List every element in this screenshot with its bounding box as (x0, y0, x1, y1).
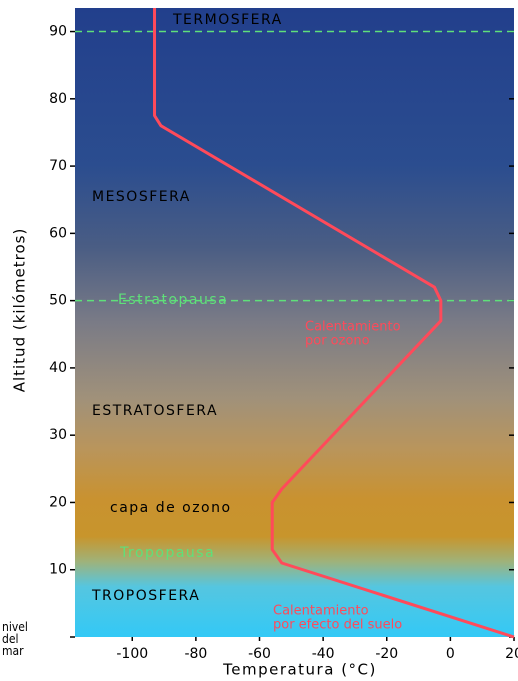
x-tick-label: 20 (505, 646, 518, 662)
y-axis-label: Altitud (kilómetros) (11, 228, 29, 393)
y-tick-label: 80 (49, 91, 67, 107)
x-tick-label: -80 (184, 646, 207, 662)
annotation: por efecto del suelo (273, 618, 402, 633)
annotation: MESOSFERA (92, 189, 191, 205)
annotation: Estratopausa (118, 292, 228, 308)
annotation: TERMOSFERA (172, 12, 283, 28)
y-tick-label: 70 (49, 158, 67, 174)
annotation: Tropopausa (119, 545, 215, 561)
x-tick-label: -100 (116, 646, 148, 662)
y-tick-label: 50 (49, 293, 67, 309)
y-tick-label: 10 (49, 562, 67, 578)
annotation: por ozono (305, 334, 370, 349)
x-tick-label: -60 (248, 646, 271, 662)
annotation: ESTRATOSFERA (92, 403, 218, 419)
x-tick-label: -40 (312, 646, 335, 662)
y-tick-label: 60 (49, 225, 67, 241)
x-tick-label: -20 (375, 646, 398, 662)
y-tick-label: 30 (49, 427, 67, 443)
annotation: TROPOSFERA (91, 588, 200, 604)
annotation: capa de ozono (110, 500, 232, 516)
x-tick-label: 0 (446, 646, 455, 662)
page: Altitud (kilómetros) Temperatura (°C) 10… (0, 0, 518, 681)
y-tick-label: 90 (49, 24, 67, 40)
y-tick-label: 20 (49, 494, 67, 510)
chart: Altitud (kilómetros) Temperatura (°C) 10… (0, 0, 518, 681)
plot-background (75, 8, 514, 637)
y-tick-label: 40 (49, 360, 67, 376)
y-tick-label: nivel del mar (2, 621, 42, 657)
annotation: Calentamiento (305, 320, 401, 335)
x-axis-label: Temperatura (°C) (222, 661, 377, 679)
annotation: Calentamiento (273, 604, 369, 619)
